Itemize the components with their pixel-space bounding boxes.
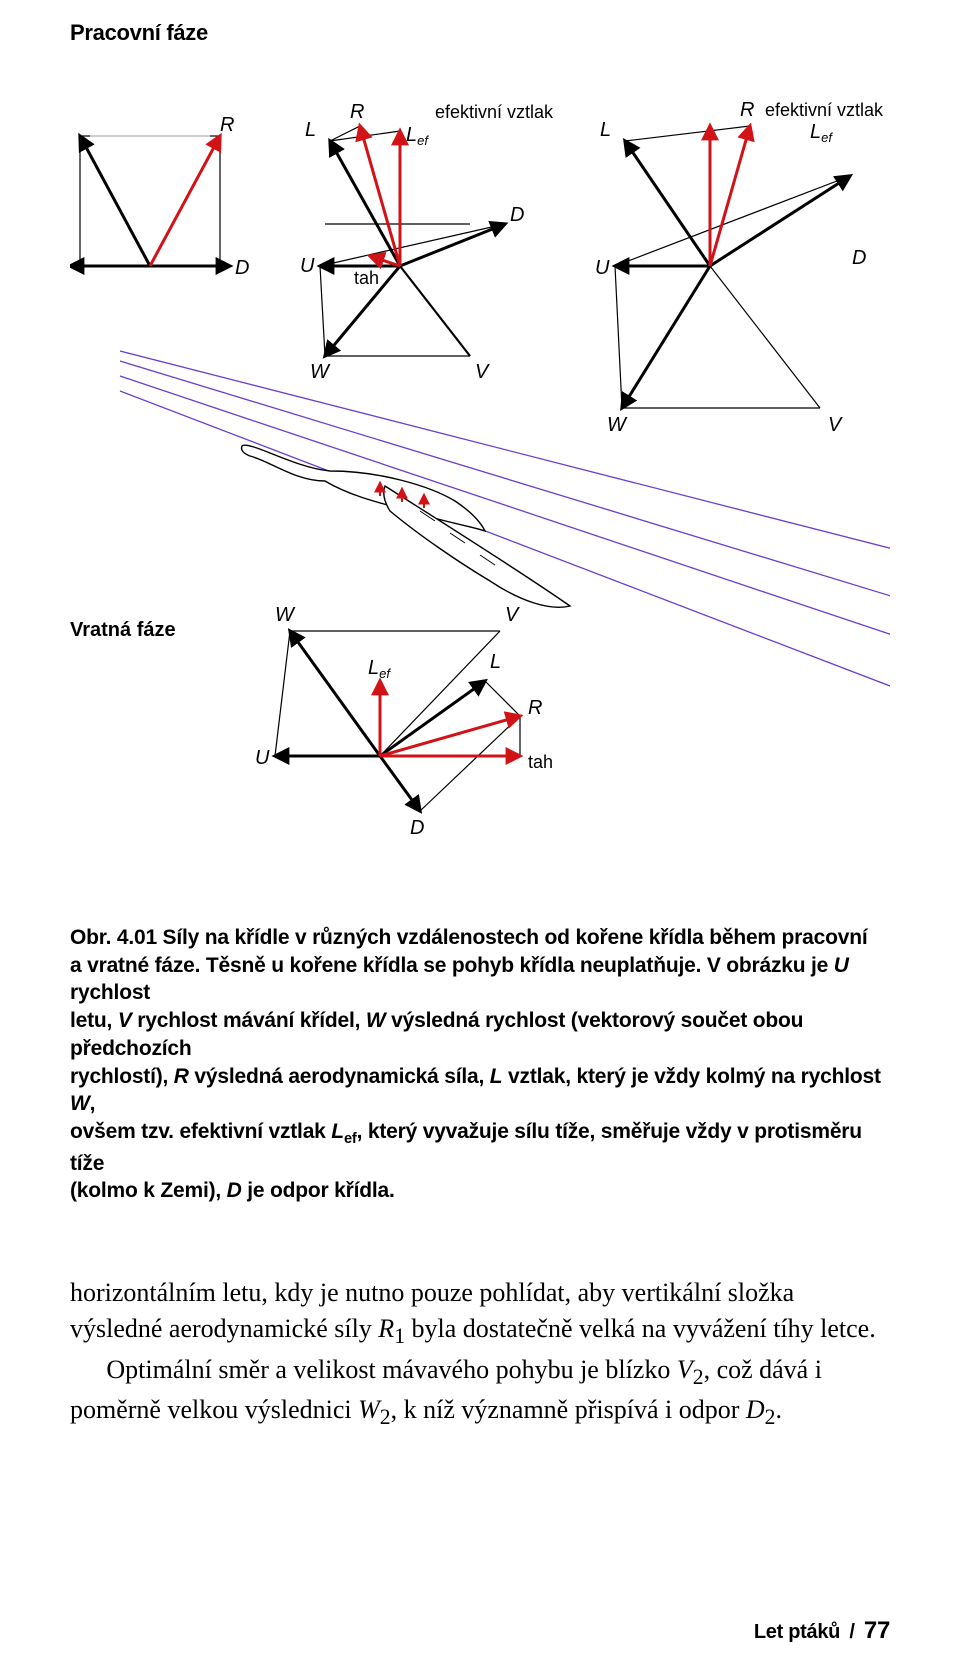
phase-work-title: Pracovní fáze <box>70 20 890 46</box>
svg-text:R: R <box>740 99 754 121</box>
svg-text:tah: tah <box>528 752 553 772</box>
fig-number: Obr. 4.01 <box>70 926 157 949</box>
svg-text:U: U <box>595 257 610 279</box>
svg-text:efektivní vztlak: efektivní vztlak <box>435 102 554 122</box>
svg-text:R: R <box>528 697 542 719</box>
svg-text:efektivní vztlak: efektivní vztlak <box>765 100 884 120</box>
figure-caption: Obr. 4.01 Síly na křídle v různých vzdál… <box>70 924 890 1205</box>
svg-text:Lef: Lef <box>406 124 429 148</box>
svg-text:L: L <box>305 119 316 141</box>
svg-text:Vratná fáze: Vratná fáze <box>70 619 176 641</box>
svg-text:R: R <box>350 101 364 123</box>
svg-text:D: D <box>510 204 524 226</box>
svg-text:L: L <box>490 651 501 673</box>
svg-text:tah: tah <box>354 268 379 288</box>
svg-text:V: V <box>475 361 490 383</box>
body-text: horizontálním letu, kdy je nutno pouze p… <box>70 1275 890 1433</box>
footer-sep: / <box>849 1621 854 1643</box>
page-footer: Let ptáků / 77 <box>754 1617 890 1645</box>
svg-text:W: W <box>607 414 628 436</box>
svg-text:D: D <box>235 257 249 279</box>
diagram-area: LRUDLRLefefektivní vztlakUDtahWVLRLefefe… <box>70 56 890 906</box>
svg-text:W: W <box>310 361 331 383</box>
svg-text:D: D <box>852 247 866 269</box>
svg-text:V: V <box>828 414 843 436</box>
svg-text:R: R <box>220 114 234 136</box>
svg-text:Lef: Lef <box>368 657 391 681</box>
svg-text:V: V <box>505 604 520 626</box>
footer-page: 77 <box>864 1617 890 1644</box>
svg-text:U: U <box>255 747 270 769</box>
svg-text:L: L <box>70 114 71 136</box>
svg-text:W: W <box>275 604 296 626</box>
figure-svg: LRUDLRLefefektivní vztlakUDtahWVLRLefefe… <box>70 56 890 906</box>
svg-text:L: L <box>600 119 611 141</box>
svg-text:D: D <box>410 817 424 839</box>
footer-title: Let ptáků <box>754 1621 840 1643</box>
svg-text:Lef: Lef <box>810 121 833 145</box>
svg-text:U: U <box>300 255 315 277</box>
